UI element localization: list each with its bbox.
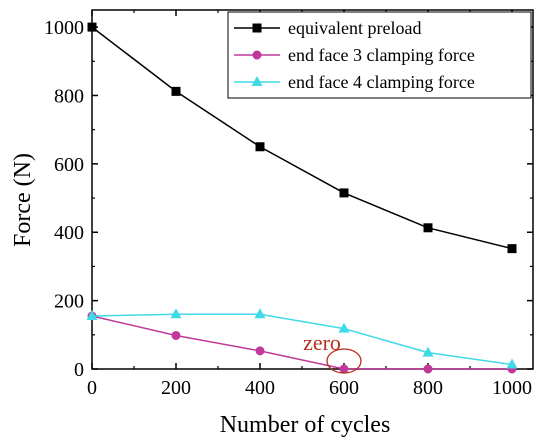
plot-area: 0 200 400 600 800 1000 0 200 400 600 800 1000 zero eq… bbox=[44, 9, 534, 399]
legend-label: end face 4 clamping force bbox=[288, 72, 475, 92]
data-point bbox=[171, 86, 181, 96]
x-tick-label: 600 bbox=[329, 377, 359, 399]
data-point bbox=[87, 22, 97, 32]
series-line-1 bbox=[91, 26, 513, 250]
x-axis-label: Number of cycles bbox=[220, 412, 391, 438]
data-point bbox=[422, 346, 434, 357]
x-tick-label: 1000 bbox=[492, 377, 532, 399]
y-tick-label: 600 bbox=[54, 154, 84, 176]
data-point bbox=[255, 346, 265, 356]
data-point bbox=[255, 142, 265, 152]
y-tick-label: 800 bbox=[54, 85, 84, 107]
y-tick-label: 1000 bbox=[44, 17, 84, 39]
legend-marker bbox=[252, 23, 262, 33]
data-point bbox=[171, 330, 181, 340]
data-point bbox=[423, 364, 433, 374]
legend-label: equivalent preload bbox=[288, 18, 421, 38]
y-tick-label: 0 bbox=[74, 359, 84, 381]
y-tick-label: 200 bbox=[54, 291, 84, 313]
x-tick-label: 400 bbox=[245, 377, 275, 399]
legend-marker bbox=[251, 76, 263, 86]
series-line-2 bbox=[91, 315, 512, 370]
y-axis-label: Force (N) bbox=[10, 153, 36, 247]
series-line-3 bbox=[91, 313, 513, 366]
data-point bbox=[86, 310, 98, 321]
data-point bbox=[338, 322, 350, 333]
plot-frame bbox=[91, 9, 534, 370]
data-point bbox=[339, 188, 349, 198]
data-point bbox=[170, 308, 182, 319]
legend-marker bbox=[252, 50, 262, 60]
y-tick-label: 400 bbox=[54, 222, 84, 244]
data-point bbox=[254, 308, 266, 319]
data-point bbox=[507, 244, 517, 254]
legend-label: end face 3 clamping force bbox=[288, 45, 475, 65]
annotation-circle bbox=[326, 348, 362, 374]
x-tick-label: 200 bbox=[161, 377, 191, 399]
data-point bbox=[339, 364, 349, 374]
annotation-label: zero bbox=[303, 330, 341, 355]
x-tick-label: 800 bbox=[413, 377, 443, 399]
x-tick-label: 0 bbox=[87, 377, 97, 399]
data-point bbox=[423, 223, 433, 233]
data-point bbox=[506, 358, 518, 369]
